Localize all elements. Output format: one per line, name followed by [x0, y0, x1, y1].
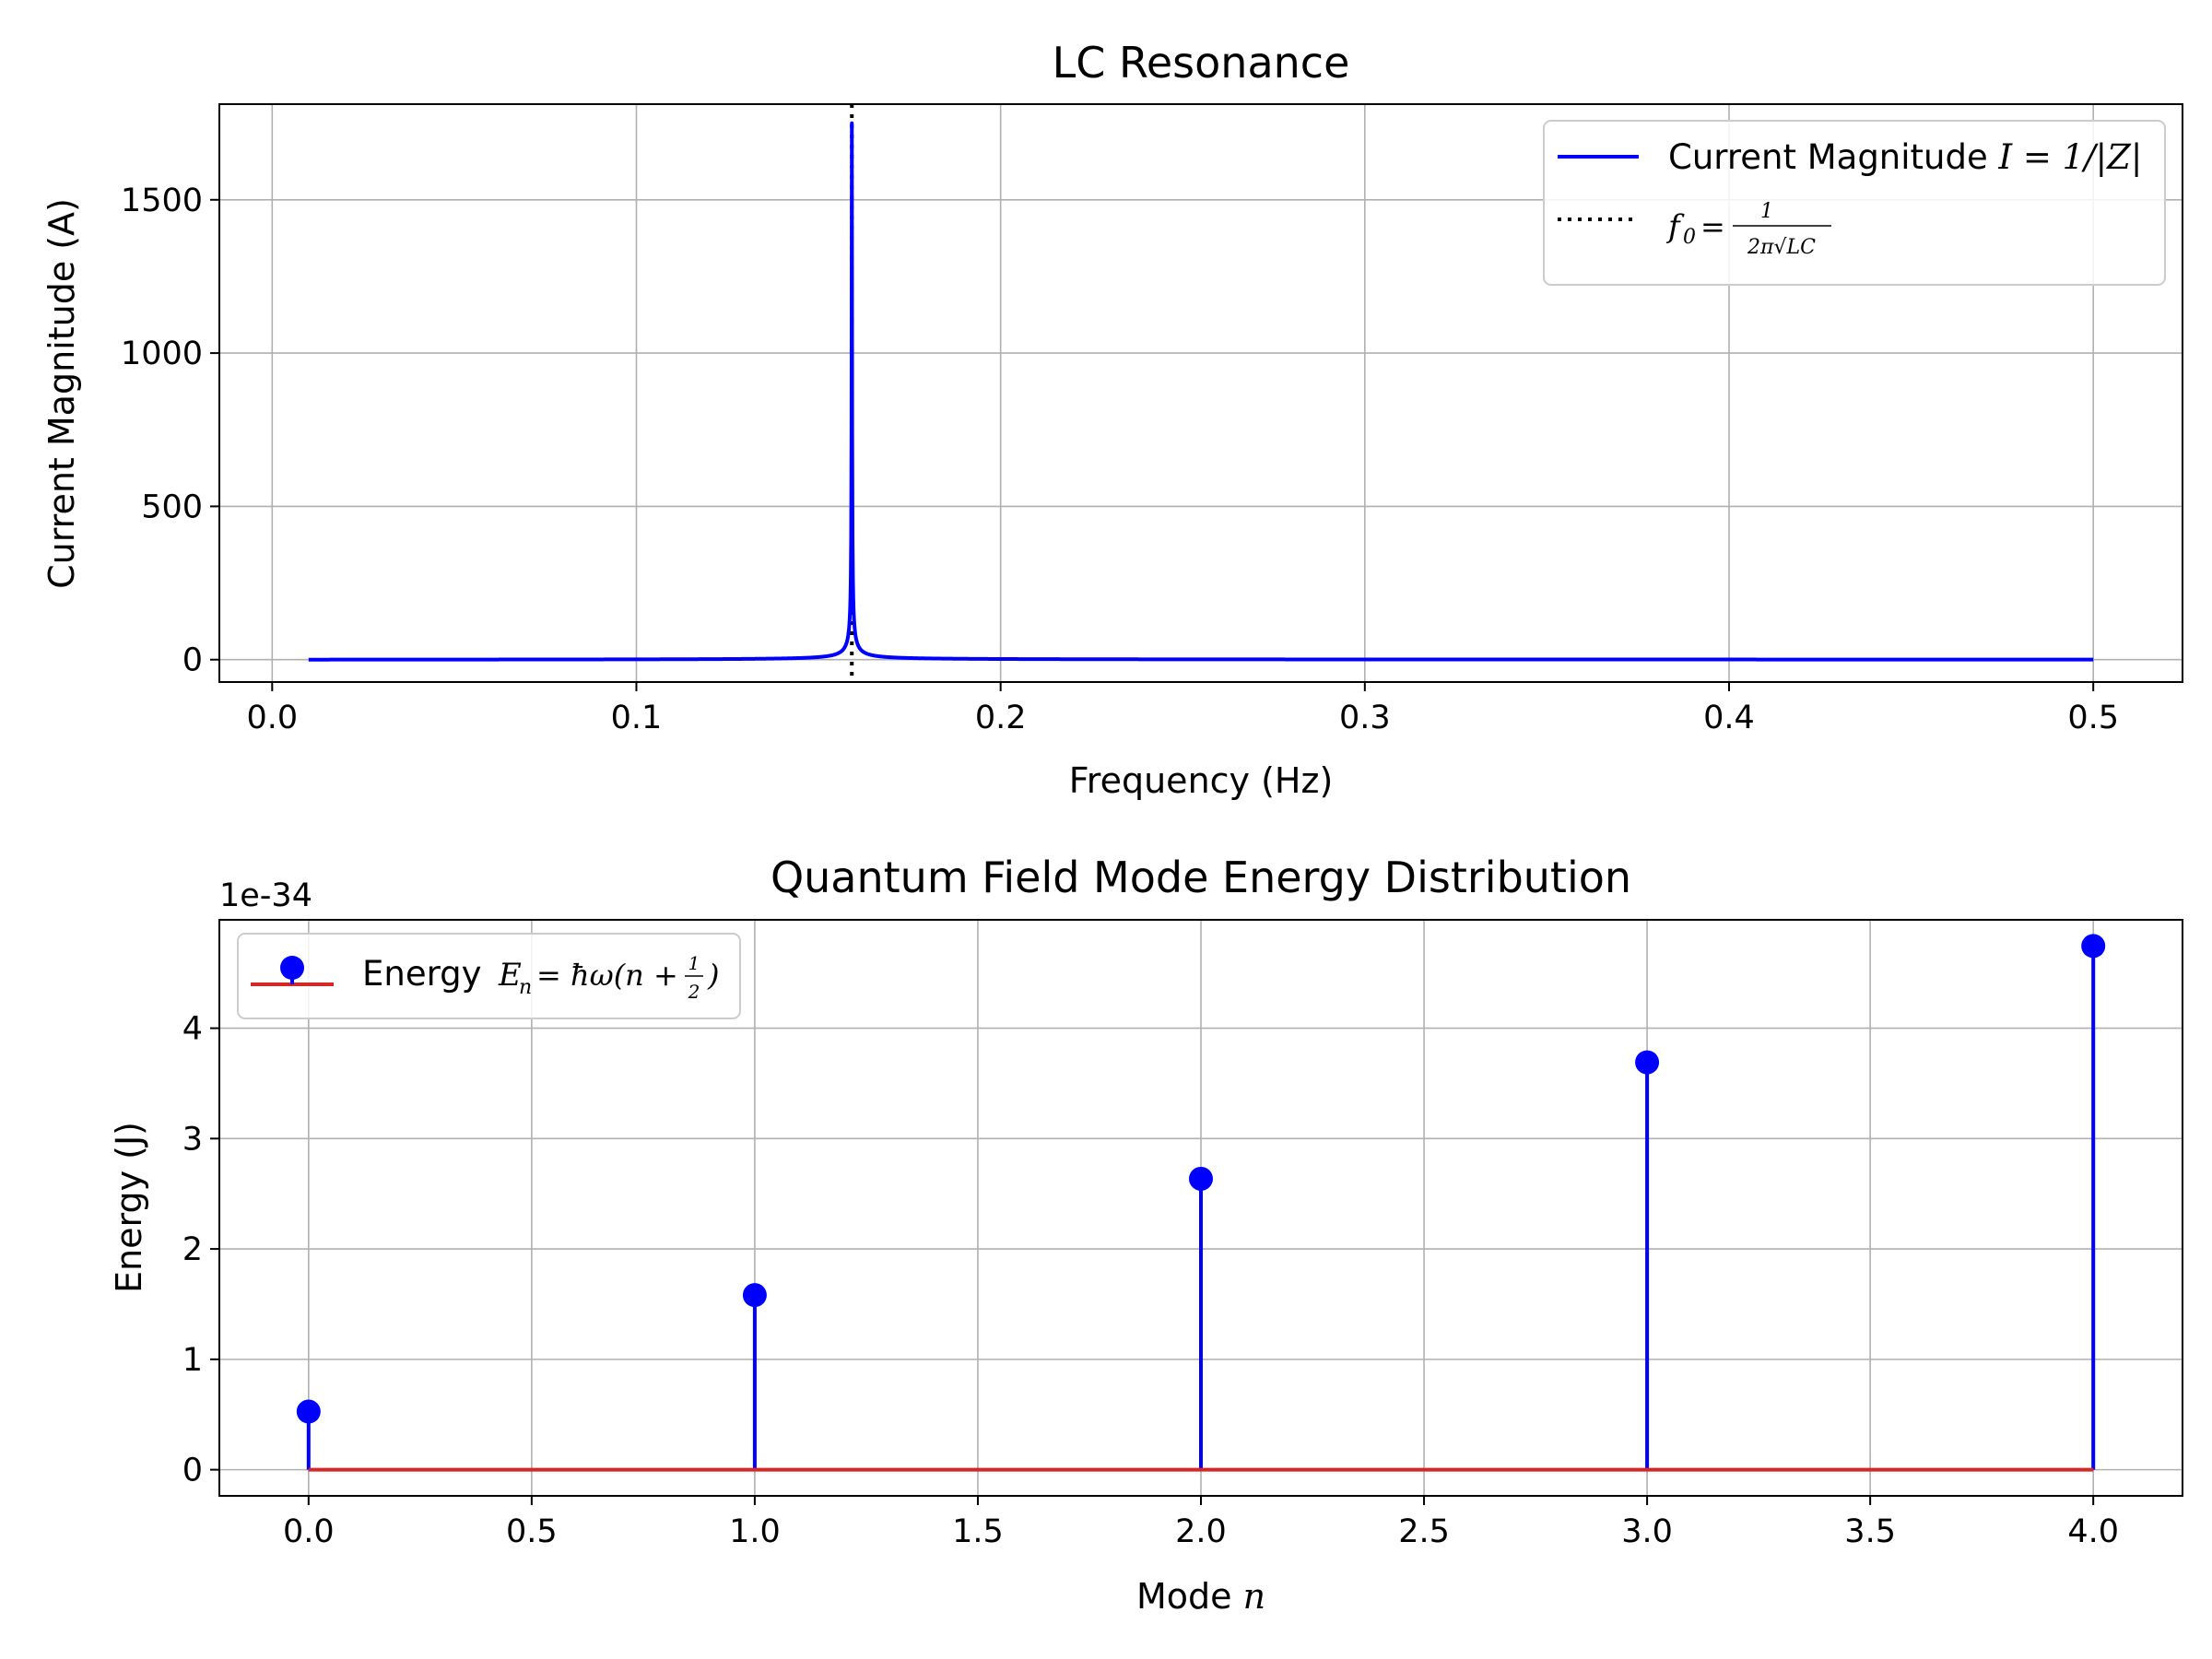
x-axis-label: Mode n	[1136, 1576, 1265, 1617]
y-tick-label: 1500	[121, 182, 203, 219]
x-tick-label: 1.5	[952, 1513, 1004, 1550]
legend-swatch-marker	[280, 956, 304, 980]
x-tick-label: 0.5	[2067, 700, 2119, 736]
y-tick-label: 500	[141, 488, 203, 525]
legend-e-subscript: n	[519, 976, 532, 999]
legend-f0-subscript: 0	[1683, 226, 1696, 249]
y-tick-label: 1	[182, 1342, 203, 1379]
x-axis-label: Frequency (Hz)	[1069, 760, 1334, 801]
x-tick-label: 0.0	[283, 1513, 335, 1550]
mode-energy-chart: Quantum Field Mode Energy Distribution 1…	[109, 853, 2183, 1617]
chart-title: Quantum Field Mode Energy Distribution	[771, 853, 1631, 902]
x-tick-label: 0.3	[1339, 700, 1391, 736]
y-tick-label: 0	[182, 642, 203, 679]
x-tick-label: 0.0	[246, 700, 298, 736]
legend-e-symbol: E	[498, 957, 522, 994]
legend-box	[1543, 120, 2166, 286]
plot-series	[296, 934, 2106, 1472]
stem-marker	[296, 1399, 321, 1424]
y-tick-label: 2	[182, 1231, 203, 1268]
lc-resonance-chart: LC Resonance 0.0 0.1 0.2 0.3 0.4 0.5 0 500 1000…	[41, 38, 2183, 801]
y-axis-label: Energy (J)	[109, 1122, 149, 1293]
legend: Energy E n = ħω(n + 1 2 )	[237, 933, 741, 1019]
x-tick-label: 3.5	[1844, 1513, 1896, 1550]
x-tick-label: 2.0	[1175, 1513, 1227, 1550]
legend-e-expression: = ħω(n +	[536, 958, 678, 993]
legend-prefix: Energy	[362, 954, 482, 994]
x-tick-label: 1.0	[729, 1513, 781, 1550]
current-magnitude-line	[307, 121, 2095, 662]
legend-equals: =	[1700, 209, 1725, 244]
legend: Current Magnitude I = 1/|Z| f 0 = 1 2π√L…	[1543, 120, 2166, 286]
legend-math: I = 1/|Z|	[1998, 137, 2143, 177]
x-axis-ticks: 0.0 0.5 1.0 1.5 2.0 2.5 3.0 3.5 4.0	[283, 1496, 2119, 1550]
legend-entry-energy: Energy	[362, 954, 482, 994]
legend-f0-numerator: 1	[1760, 200, 1773, 223]
legend-close-paren: )	[707, 958, 719, 993]
legend-half-numerator: 1	[688, 952, 700, 974]
x-tick-label: 2.5	[1398, 1513, 1450, 1550]
plot-series	[307, 104, 2095, 682]
y-tick-label: 4	[182, 1011, 203, 1048]
x-tick-label: 0.1	[611, 700, 663, 736]
stem-marker	[1635, 1050, 1660, 1075]
chart-title: LC Resonance	[1053, 38, 1350, 88]
x-tick-label: 0.4	[1703, 700, 1755, 736]
x-tick-label: 0.5	[506, 1513, 558, 1550]
x-axis-label-math: n	[1243, 1576, 1265, 1617]
y-tick-label: 1000	[121, 335, 203, 372]
stem-marker	[742, 1283, 767, 1308]
y-tick-label: 0	[182, 1453, 203, 1489]
x-tick-label: 4.0	[2067, 1513, 2119, 1550]
x-axis-ticks: 0.0 0.1 0.2 0.3 0.4 0.5	[246, 682, 2119, 736]
legend-box	[237, 933, 741, 1019]
y-axis-ticks: 0 500 1000 1500	[121, 182, 219, 679]
x-tick-label: 0.2	[975, 700, 1027, 736]
y-tick-label: 3	[182, 1121, 203, 1158]
stem-marker	[1189, 1166, 1213, 1191]
stem-marker	[2081, 934, 2106, 959]
plot-frame	[218, 103, 2183, 683]
legend-half-denominator: 2	[688, 981, 700, 1003]
x-tick-label: 3.0	[1621, 1513, 1673, 1550]
x-axis-label-prefix: Mode	[1136, 1576, 1243, 1617]
legend-prefix: Current Magnitude	[1668, 137, 1999, 177]
legend-entry-current: Current Magnitude I = 1/|Z|	[1668, 137, 2142, 177]
y-axis-offset-text: 1e-34	[219, 877, 312, 914]
legend-entry-resonance: f 0 = 1 2π√LC	[1665, 200, 1831, 259]
y-axis-label: Current Magnitude (A)	[41, 198, 82, 589]
y-axis-ticks: 0 1 2 3 4	[182, 1011, 219, 1489]
legend-f0-denominator: 2π√LC	[1747, 236, 1816, 259]
